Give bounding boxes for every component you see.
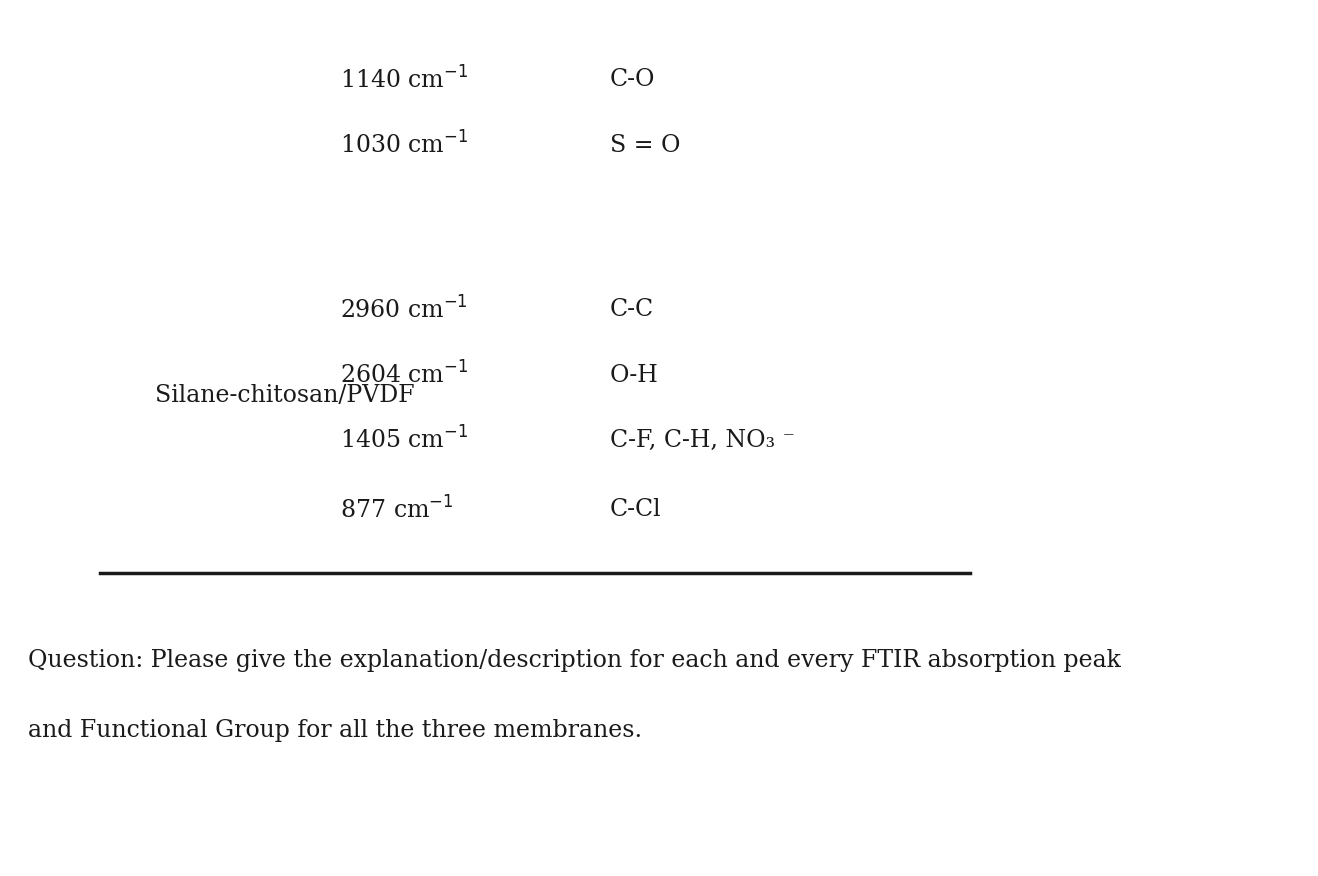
Text: 877 cm$^{-1}$: 877 cm$^{-1}$ — [340, 497, 453, 524]
Text: C-Cl: C-Cl — [610, 498, 662, 521]
Text: C-F, C-H, NO₃ ⁻: C-F, C-H, NO₃ ⁻ — [610, 428, 795, 451]
Text: 2604 cm$^{-1}$: 2604 cm$^{-1}$ — [340, 362, 468, 389]
Text: 2960 cm$^{-1}$: 2960 cm$^{-1}$ — [340, 296, 468, 323]
Text: S = O: S = O — [610, 133, 680, 157]
Text: 1405 cm$^{-1}$: 1405 cm$^{-1}$ — [340, 427, 468, 454]
Text: C-C: C-C — [610, 299, 654, 321]
Text: 1030 cm$^{-1}$: 1030 cm$^{-1}$ — [340, 131, 468, 159]
Text: Silane-chitosan/PVDF: Silane-chitosan/PVDF — [156, 384, 415, 406]
Text: Question: Please give the explanation/description for each and every FTIR absorp: Question: Please give the explanation/de… — [28, 648, 1120, 672]
Text: and Functional Group for all the three membranes.: and Functional Group for all the three m… — [28, 718, 642, 741]
Text: 1140 cm$^{-1}$: 1140 cm$^{-1}$ — [340, 67, 468, 94]
Text: O-H: O-H — [610, 364, 659, 386]
Text: C-O: C-O — [610, 68, 655, 91]
